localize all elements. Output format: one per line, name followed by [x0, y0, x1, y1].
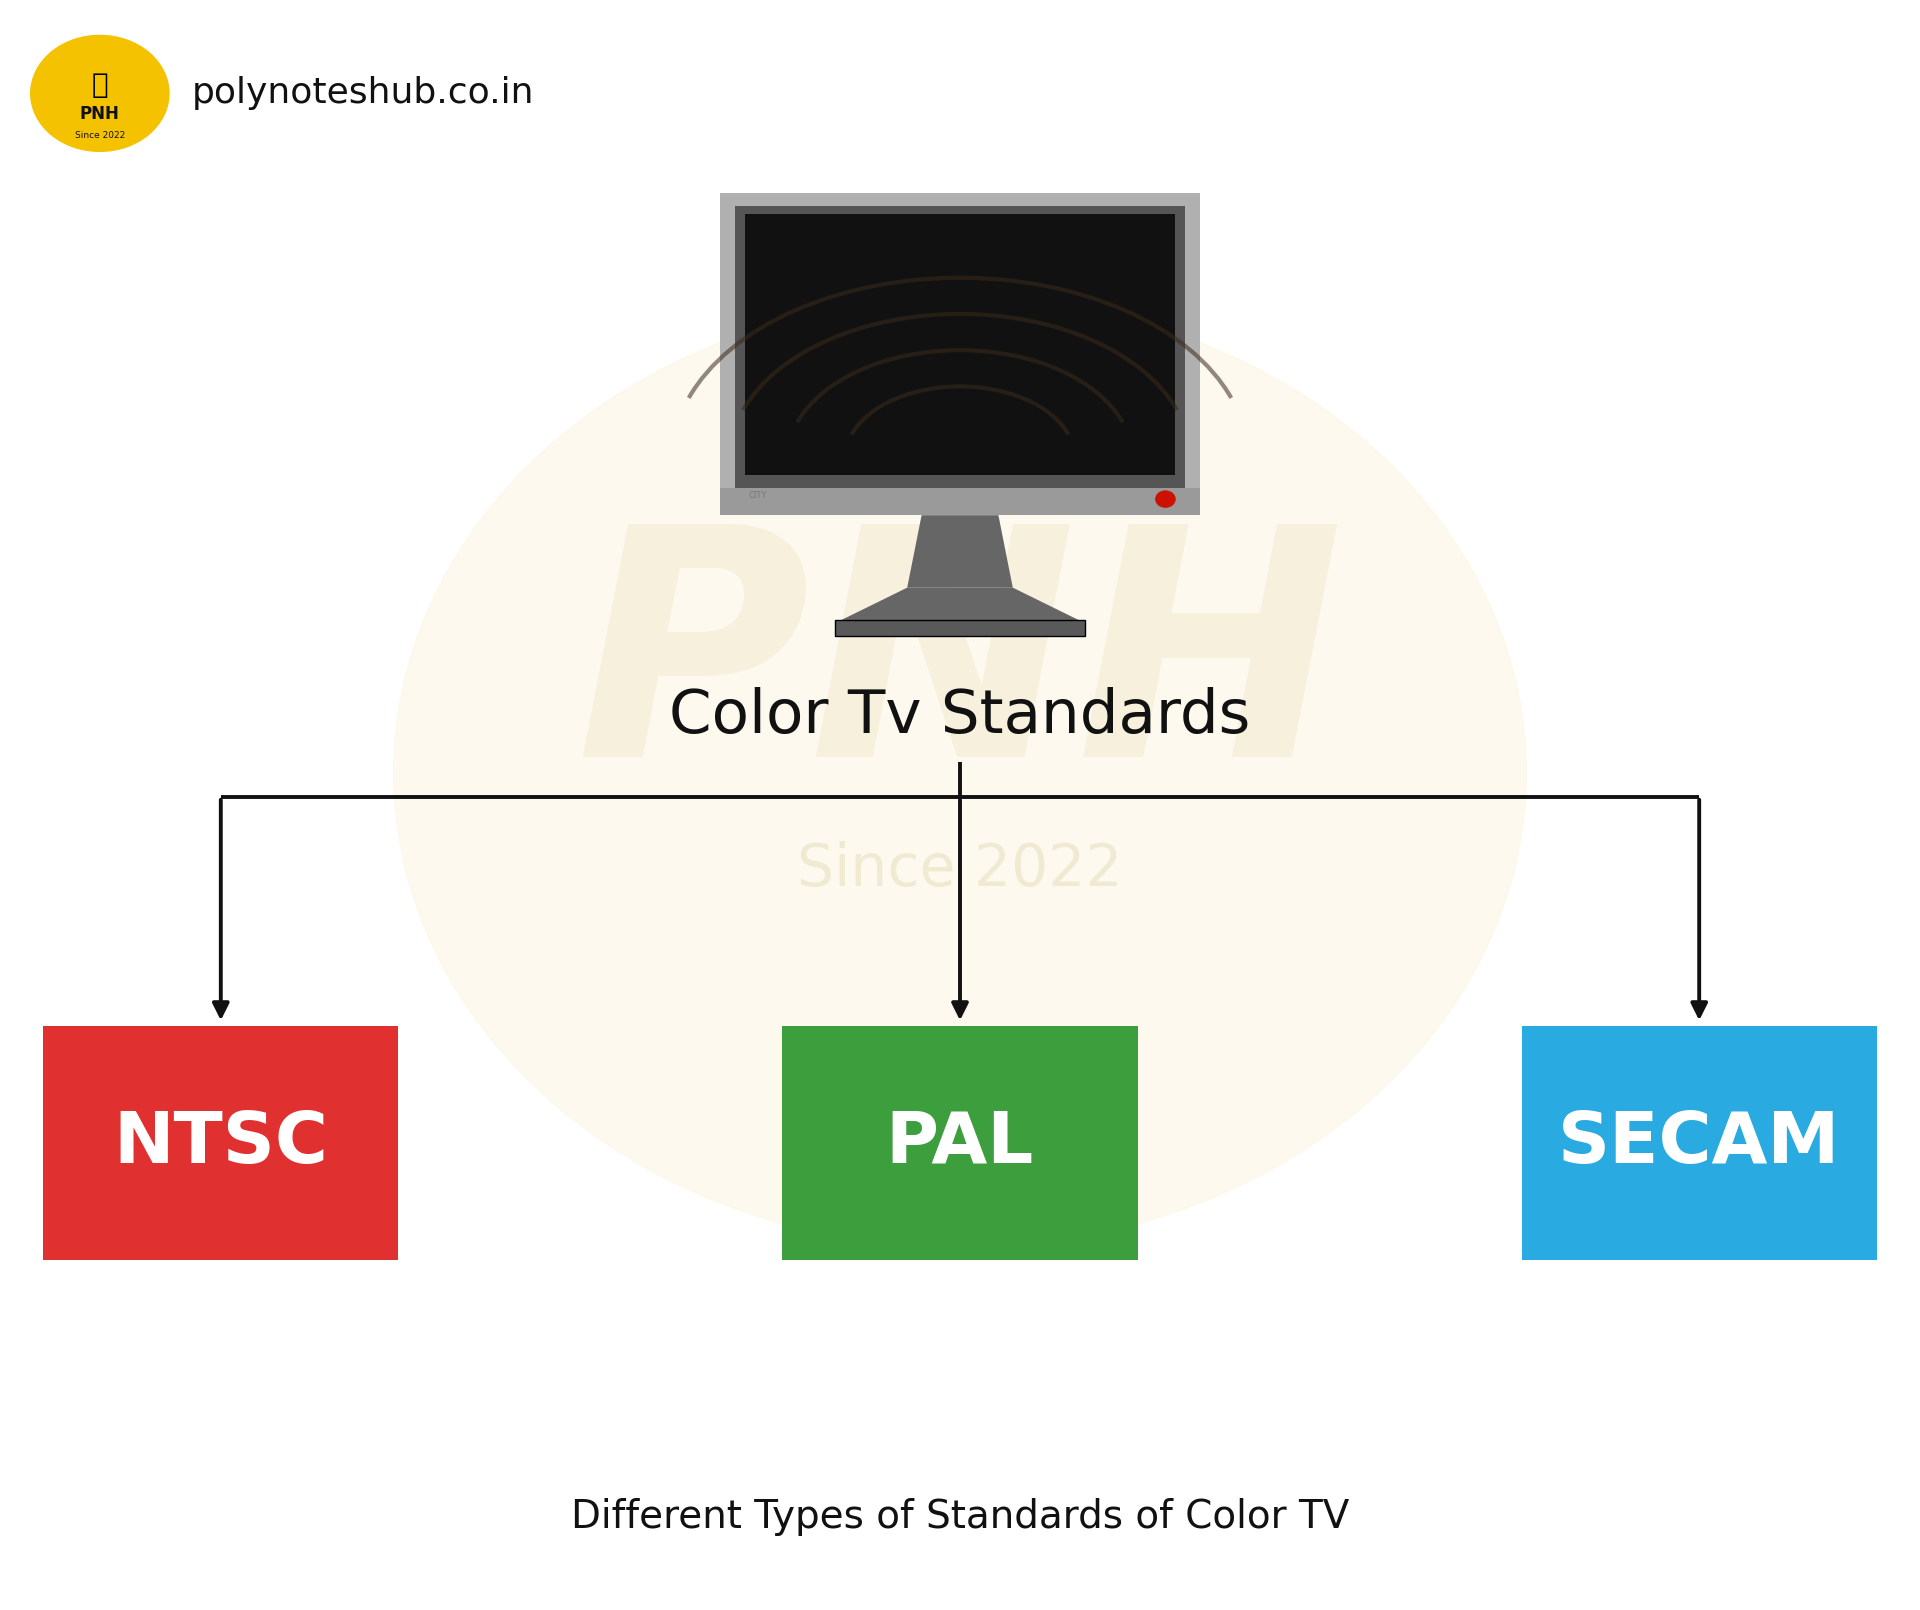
- FancyBboxPatch shape: [735, 206, 1185, 502]
- FancyBboxPatch shape: [835, 620, 1085, 636]
- Text: SECAM: SECAM: [1557, 1109, 1841, 1177]
- Text: PAL: PAL: [885, 1109, 1035, 1177]
- Text: Different Types of Standards of Color TV: Different Types of Standards of Color TV: [570, 1497, 1350, 1536]
- FancyBboxPatch shape: [1521, 1027, 1878, 1259]
- FancyBboxPatch shape: [720, 488, 1200, 515]
- Text: polynoteshub.co.in: polynoteshub.co.in: [192, 76, 534, 111]
- Text: CITY: CITY: [749, 491, 768, 501]
- Text: Color Tv Standards: Color Tv Standards: [670, 687, 1250, 745]
- Circle shape: [1156, 491, 1175, 507]
- Text: NTSC: NTSC: [113, 1109, 328, 1177]
- Text: Since 2022: Since 2022: [75, 130, 125, 140]
- FancyBboxPatch shape: [745, 214, 1175, 475]
- Polygon shape: [906, 515, 1014, 588]
- FancyBboxPatch shape: [783, 1027, 1137, 1259]
- Text: PNH: PNH: [576, 514, 1344, 823]
- FancyBboxPatch shape: [720, 193, 1200, 515]
- FancyBboxPatch shape: [44, 1027, 399, 1259]
- Text: 🎓: 🎓: [92, 71, 108, 98]
- Polygon shape: [835, 588, 1085, 623]
- Circle shape: [31, 35, 169, 151]
- Text: Since 2022: Since 2022: [797, 840, 1123, 898]
- Circle shape: [394, 298, 1526, 1248]
- Text: PNH: PNH: [81, 105, 119, 122]
